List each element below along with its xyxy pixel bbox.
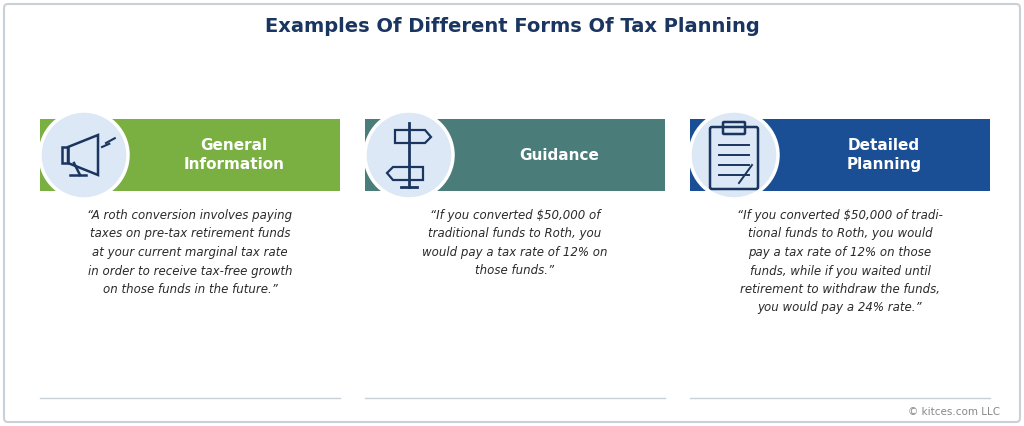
Text: “If you converted $50,000 of
traditional funds to Roth, you
would pay a tax rate: “If you converted $50,000 of traditional…: [422, 209, 608, 277]
FancyBboxPatch shape: [365, 119, 665, 191]
FancyBboxPatch shape: [4, 4, 1020, 422]
Text: “A roth conversion involves paying
taxes on pre-tax retirement funds
at your cur: “A roth conversion involves paying taxes…: [87, 209, 293, 296]
FancyBboxPatch shape: [690, 119, 990, 191]
Text: Guidance: Guidance: [519, 147, 599, 162]
Text: “If you converted $50,000 of tradi-
tional funds to Roth, you would
pay a tax ra: “If you converted $50,000 of tradi- tion…: [737, 209, 943, 314]
Text: © kitces.com LLC: © kitces.com LLC: [908, 407, 1000, 417]
Circle shape: [690, 111, 778, 199]
Text: General
Information: General Information: [183, 138, 285, 172]
Text: Examples Of Different Forms Of Tax Planning: Examples Of Different Forms Of Tax Plann…: [264, 17, 760, 35]
Circle shape: [365, 111, 453, 199]
Text: Detailed
Planning: Detailed Planning: [847, 138, 922, 172]
Circle shape: [40, 111, 128, 199]
FancyBboxPatch shape: [40, 119, 340, 191]
